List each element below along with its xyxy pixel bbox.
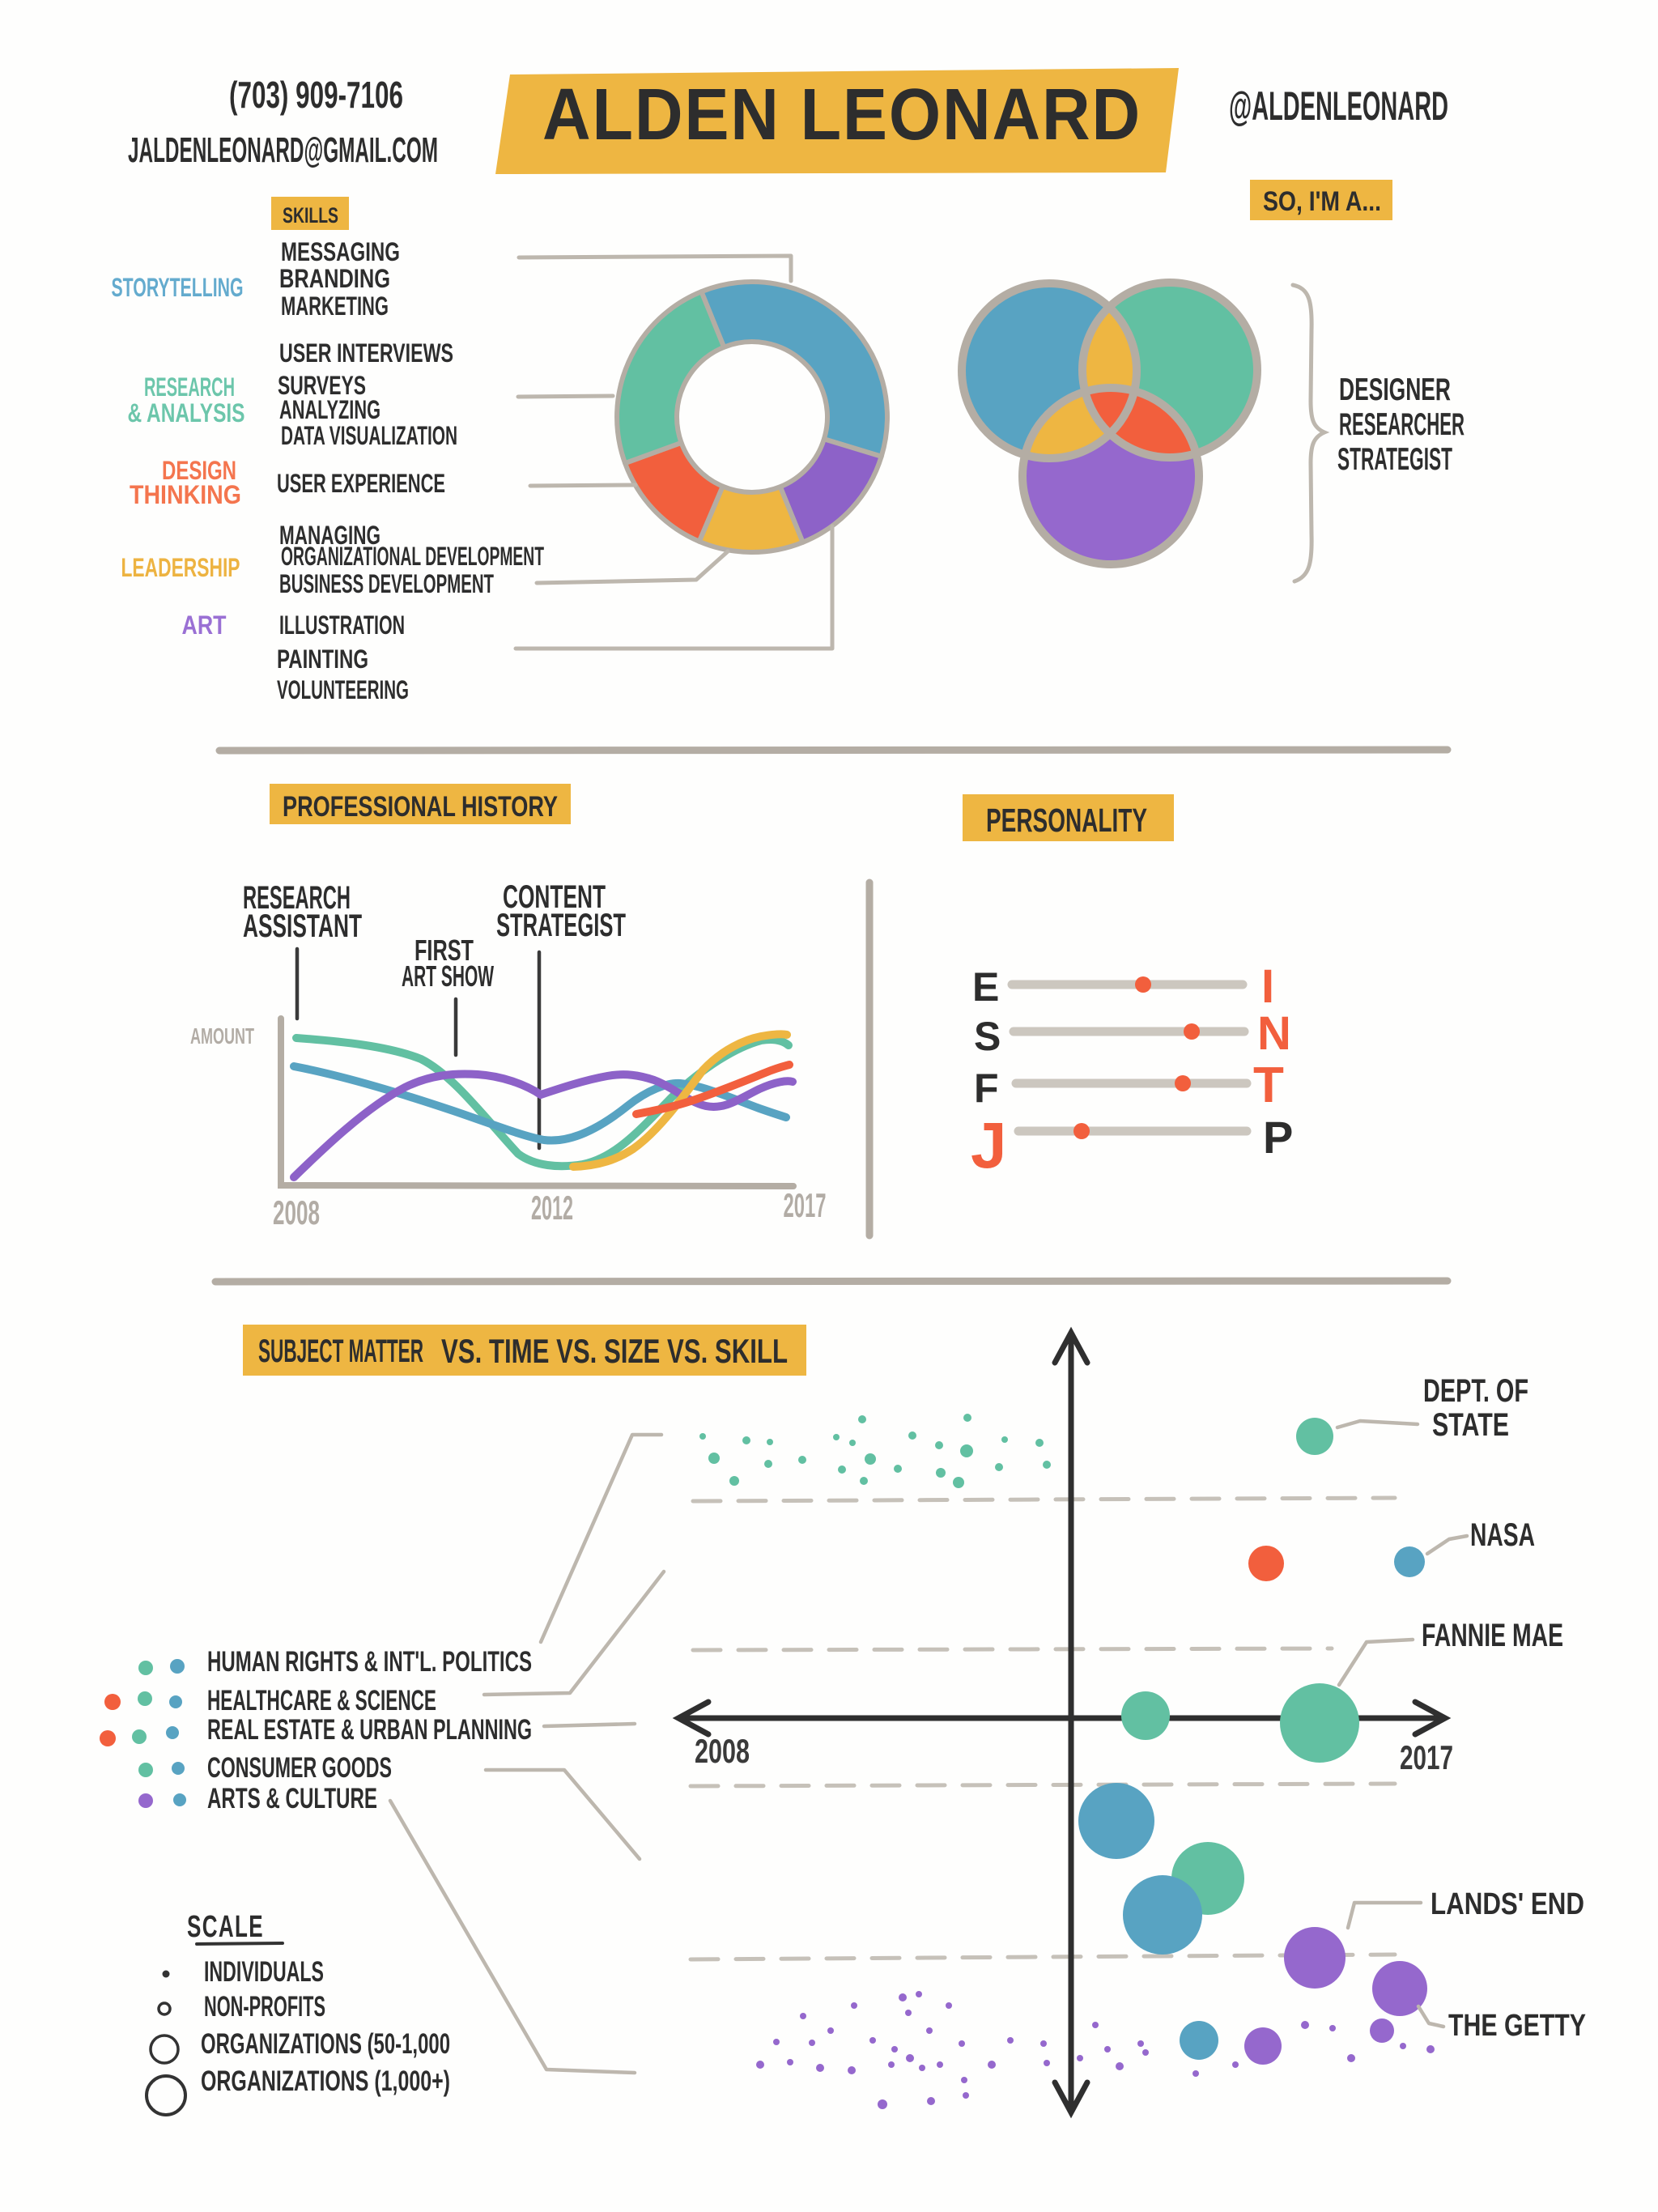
svg-text:CONSUMER GOODS: CONSUMER GOODS <box>207 1752 392 1784</box>
svg-text:RESEARCH: RESEARCH <box>243 880 351 916</box>
svg-text:THE GETTY: THE GETTY <box>1448 2009 1586 2043</box>
svg-text:RESEARCHER: RESEARCHER <box>1339 407 1465 442</box>
svg-text:S: S <box>974 1014 1001 1059</box>
svg-text:THINKING: THINKING <box>130 480 241 509</box>
svg-text:VOLUNTEERING: VOLUNTEERING <box>277 675 409 704</box>
svg-text:2008: 2008 <box>695 1732 750 1770</box>
svg-text:FANNIE MAE: FANNIE MAE <box>1422 1618 1563 1653</box>
svg-text:USER EXPERIENCE: USER EXPERIENCE <box>277 469 445 498</box>
svg-text:MESSAGING: MESSAGING <box>281 237 400 266</box>
svg-text:ORGANIZATIONS (1,000+): ORGANIZATIONS (1,000+) <box>201 2065 450 2097</box>
svg-text:ART: ART <box>182 610 227 640</box>
svg-text:2012: 2012 <box>531 1189 573 1227</box>
svg-text:RESEARCH: RESEARCH <box>144 372 235 402</box>
svg-text:SCALE: SCALE <box>187 1910 264 1944</box>
svg-text:SURVEYS: SURVEYS <box>278 371 366 400</box>
svg-text:HEALTHCARE & SCIENCE: HEALTHCARE & SCIENCE <box>207 1685 436 1716</box>
svg-text:ILLUSTRATION: ILLUSTRATION <box>279 610 405 640</box>
svg-text:STORYTELLING: STORYTELLING <box>112 273 244 302</box>
svg-text:J: J <box>971 1109 1007 1181</box>
svg-text:SO, I'M A...: SO, I'M A... <box>1263 186 1381 217</box>
svg-text:SKILLS: SKILLS <box>283 203 338 228</box>
svg-text:INDIVIDUALS: INDIVIDUALS <box>204 1956 324 1988</box>
svg-text:STATE: STATE <box>1432 1407 1509 1443</box>
svg-text:(703) 909-7106: (703) 909-7106 <box>229 74 403 116</box>
svg-text:T: T <box>1253 1057 1284 1113</box>
svg-text:PAINTING: PAINTING <box>277 644 368 674</box>
svg-text:ARTS & CULTURE: ARTS & CULTURE <box>207 1783 377 1814</box>
svg-text:BUSINESS DEVELOPMENT: BUSINESS DEVELOPMENT <box>279 569 494 598</box>
svg-text:DESIGNER: DESIGNER <box>1339 372 1451 407</box>
svg-text:CONTENT: CONTENT <box>503 879 606 915</box>
svg-text:@ALDENLEONARD: @ALDENLEONARD <box>1229 83 1448 129</box>
svg-text:E: E <box>972 964 999 1010</box>
svg-text:ORGANIZATIONAL DEVELOPMENT: ORGANIZATIONAL DEVELOPMENT <box>281 542 544 571</box>
svg-text:SUBJECT MATTER: SUBJECT MATTER <box>258 1334 423 1369</box>
svg-text:F: F <box>974 1066 999 1111</box>
svg-text:USER INTERVIEWS: USER INTERVIEWS <box>279 338 453 368</box>
svg-text:STRATEGIST: STRATEGIST <box>496 908 626 943</box>
svg-text:N: N <box>1257 1007 1291 1060</box>
svg-text:ASSISTANT: ASSISTANT <box>243 908 362 944</box>
svg-text:DESIGN: DESIGN <box>162 456 236 485</box>
svg-text:PROFESSIONAL HISTORY: PROFESSIONAL HISTORY <box>283 791 558 823</box>
svg-text:NON-PROFITS: NON-PROFITS <box>204 1991 325 2023</box>
svg-text:NASA: NASA <box>1470 1517 1535 1553</box>
svg-text:MARKETING: MARKETING <box>281 291 389 321</box>
svg-text:LANDS' END: LANDS' END <box>1431 1887 1584 1921</box>
svg-text:JALDENLEONARD@GMAIL.COM: JALDENLEONARD@GMAIL.COM <box>128 130 438 170</box>
svg-text:& ANALYSIS: & ANALYSIS <box>128 398 245 428</box>
svg-text:PERSONALITY: PERSONALITY <box>986 802 1147 839</box>
svg-text:MANAGING: MANAGING <box>279 521 380 550</box>
svg-text:REAL ESTATE & URBAN PLANNING: REAL ESTATE & URBAN PLANNING <box>207 1714 532 1746</box>
svg-text:DATA VISUALIZATION: DATA VISUALIZATION <box>281 421 457 450</box>
svg-text:2017: 2017 <box>784 1186 827 1224</box>
svg-text:ANALYZING: ANALYZING <box>279 395 380 424</box>
svg-text:STRATEGIST: STRATEGIST <box>1337 442 1452 477</box>
svg-text:FIRST: FIRST <box>414 934 474 967</box>
svg-text:P: P <box>1263 1112 1293 1163</box>
svg-text:HUMAN RIGHTS & INT'L. POLITICS: HUMAN RIGHTS & INT'L. POLITICS <box>207 1646 532 1678</box>
svg-text:VS. TIME VS. SIZE VS. SKILL: VS. TIME VS. SIZE VS. SKILL <box>441 1332 788 1370</box>
svg-text:I: I <box>1261 960 1274 1013</box>
svg-text:ALDEN LEONARD: ALDEN LEONARD <box>542 74 1141 155</box>
svg-text:DEPT. OF: DEPT. OF <box>1423 1373 1528 1409</box>
svg-text:AMOUNT: AMOUNT <box>190 1023 254 1049</box>
svg-text:2017: 2017 <box>1400 1738 1453 1776</box>
svg-text:ART SHOW: ART SHOW <box>402 959 494 993</box>
svg-text:2008: 2008 <box>273 1193 320 1231</box>
svg-text:ORGANIZATIONS (50-1,000: ORGANIZATIONS (50-1,000 <box>201 2028 450 2060</box>
svg-text:BRANDING: BRANDING <box>279 264 390 293</box>
svg-text:LEADERSHIP: LEADERSHIP <box>121 553 240 582</box>
